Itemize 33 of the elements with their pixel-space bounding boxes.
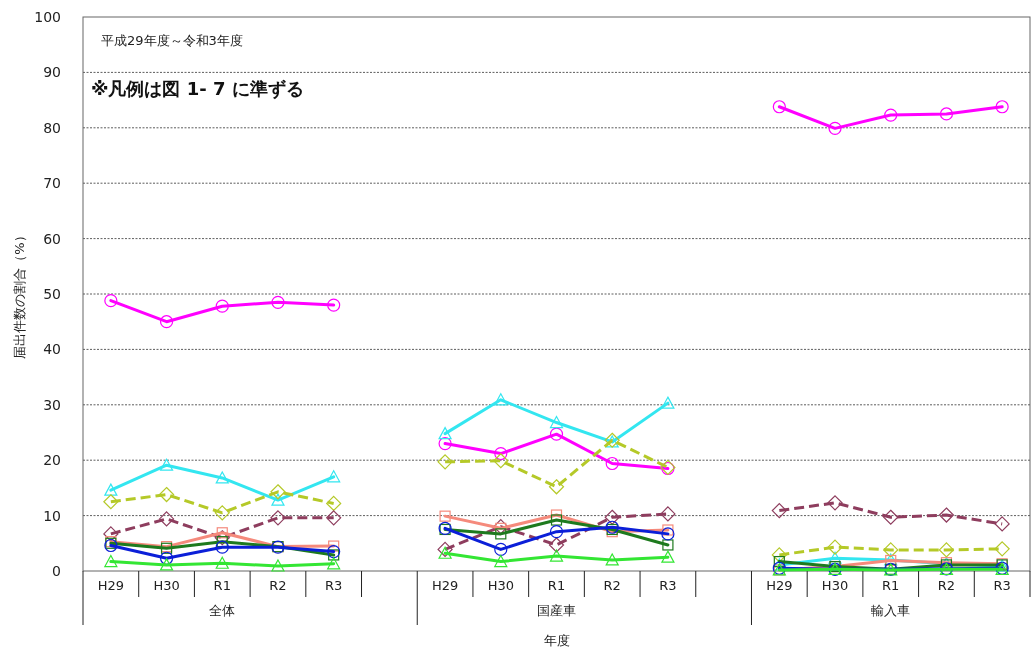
x-tick-label: H30	[487, 578, 514, 593]
x-tick-label: R3	[325, 578, 343, 593]
x-axis-title: 年度	[543, 633, 570, 648]
x-tick-label: H30	[821, 578, 849, 593]
y-tick-label: 40	[43, 341, 61, 358]
y-tick-label: 50	[43, 286, 61, 302]
text: 平成29年度～令和3年度	[101, 33, 243, 48]
text: 輸入車	[871, 603, 911, 618]
y-axis-title: 届出件数の割合（%）	[12, 229, 27, 359]
y-tick-label: 80	[43, 119, 61, 136]
y-tick-label: 30	[43, 396, 61, 413]
x-tick-label: R3	[659, 578, 677, 593]
y-tick-label: 0	[52, 563, 61, 579]
x-tick-label: R2	[937, 578, 956, 593]
y-tick-label: 20	[43, 452, 61, 469]
y-tick-label: 100	[34, 9, 61, 25]
x-tick-label: R2	[269, 578, 287, 593]
x-tick-label: R3	[993, 578, 1011, 593]
y-tick-label: 60	[43, 230, 61, 247]
x-tick-label: R2	[603, 578, 621, 593]
y-tick-label: 10	[43, 507, 61, 524]
y-tick-label: 90	[43, 64, 61, 81]
x-tick-label: H29	[97, 578, 125, 593]
text: 国産車	[537, 603, 576, 618]
x-tick-label: H29	[766, 578, 793, 593]
x-tick-label: R1	[882, 578, 900, 593]
text: 全体	[209, 603, 236, 618]
y-tick-label: 70	[43, 175, 61, 192]
x-tick-label: R1	[547, 578, 566, 593]
x-tick-label: R1	[213, 578, 231, 593]
x-tick-label: H29	[431, 578, 459, 593]
annotation: ※凡例は図 1- 7 に準ずる	[91, 77, 304, 100]
x-tick-label: H30	[153, 578, 180, 593]
